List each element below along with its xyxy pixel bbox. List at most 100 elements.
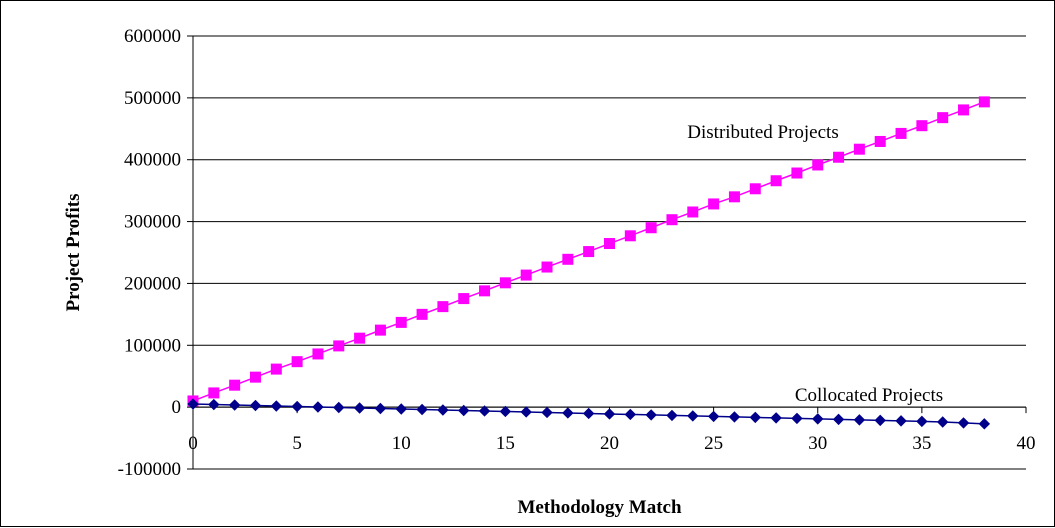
data-point	[916, 415, 928, 428]
data-point	[499, 277, 511, 289]
data-point	[353, 402, 366, 414]
data-point	[416, 403, 428, 416]
x-tick-labels: 0 5 10 15 20 25 30 35 40	[188, 433, 1035, 454]
annotation-collocated-projects: Collocated Projects	[795, 385, 943, 406]
data-point	[354, 332, 366, 344]
data-point	[603, 408, 616, 420]
y-tick-labels: -100000 0 100000 200000 300000 400000 500000 60…	[118, 26, 181, 480]
data-point	[374, 324, 386, 336]
data-point	[458, 293, 470, 305]
data-point	[479, 285, 491, 297]
data-point	[645, 222, 657, 234]
x-tick-label: 0	[188, 433, 198, 454]
x-tick-label: 25	[704, 433, 723, 454]
data-point	[770, 175, 782, 187]
data-point	[624, 408, 637, 421]
data-point	[833, 151, 845, 163]
data-point	[333, 340, 345, 352]
y-axis-title: Project Profits	[63, 194, 84, 312]
data-point	[520, 406, 532, 418]
y-tick-label: 0	[172, 397, 182, 418]
data-point	[249, 399, 262, 412]
data-point	[853, 414, 866, 426]
data-point	[916, 120, 928, 132]
data-point	[770, 412, 782, 424]
data-point	[958, 104, 970, 116]
x-tick-label: 10	[392, 433, 411, 454]
y-tick-label: 500000	[124, 88, 181, 109]
data-point	[291, 356, 303, 368]
data-point	[229, 379, 241, 391]
data-point	[791, 167, 803, 179]
data-point	[270, 400, 283, 412]
data-point	[187, 398, 199, 410]
data-point	[582, 407, 595, 420]
data-point	[832, 413, 845, 426]
y-tick-label: 300000	[124, 212, 181, 233]
data-point	[874, 135, 886, 147]
data-point	[270, 363, 282, 375]
data-point	[978, 418, 991, 430]
data-point	[228, 399, 241, 411]
data-point	[291, 400, 303, 413]
y-tick-label: -100000	[118, 459, 181, 480]
x-tick-label: 30	[808, 433, 827, 454]
data-point	[208, 398, 220, 411]
data-point	[478, 405, 491, 417]
data-point	[604, 238, 615, 250]
data-point	[666, 409, 678, 422]
data-point	[749, 411, 761, 424]
data-point	[957, 417, 970, 429]
data-point	[728, 191, 740, 203]
data-point	[437, 301, 449, 313]
data-point	[583, 246, 595, 258]
data-point	[437, 404, 449, 416]
series-collocated-projects	[187, 398, 991, 430]
data-point	[458, 404, 470, 417]
data-point	[687, 410, 699, 422]
data-point	[895, 415, 907, 427]
data-point	[208, 387, 220, 399]
y-tick-label: 400000	[124, 150, 181, 171]
data-point	[520, 269, 532, 281]
data-point	[853, 143, 865, 155]
series-distributed-projects	[187, 96, 990, 407]
data-point	[374, 402, 387, 415]
x-tick-label: 5	[292, 433, 302, 454]
data-point	[395, 316, 407, 328]
y-tick-label: 200000	[124, 273, 181, 294]
data-point	[645, 409, 657, 421]
data-point	[895, 127, 907, 139]
data-point	[333, 401, 345, 414]
data-point	[416, 308, 428, 320]
data-point	[312, 401, 324, 413]
data-point	[707, 410, 720, 423]
data-point	[499, 405, 512, 418]
data-point	[395, 403, 407, 415]
x-axis-title: Methodology Match	[517, 497, 682, 518]
data-point	[624, 230, 636, 242]
data-series	[187, 96, 991, 430]
data-point	[708, 198, 720, 210]
data-point	[978, 96, 990, 108]
data-point	[936, 416, 949, 428]
data-point	[812, 413, 824, 425]
data-point	[666, 214, 678, 226]
x-tick-label: 15	[496, 433, 515, 454]
data-point	[728, 411, 741, 423]
data-point	[541, 261, 553, 273]
x-tick-label: 35	[912, 433, 931, 454]
data-point	[791, 412, 803, 425]
data-point	[541, 406, 553, 419]
data-point	[562, 407, 574, 419]
data-point	[249, 371, 261, 383]
data-point	[562, 253, 574, 265]
data-point	[937, 112, 949, 124]
y-tick-label: 100000	[124, 335, 181, 356]
y-tick-label: 600000	[124, 26, 181, 47]
data-point	[687, 206, 699, 218]
data-point	[312, 348, 324, 360]
data-point	[749, 183, 761, 195]
